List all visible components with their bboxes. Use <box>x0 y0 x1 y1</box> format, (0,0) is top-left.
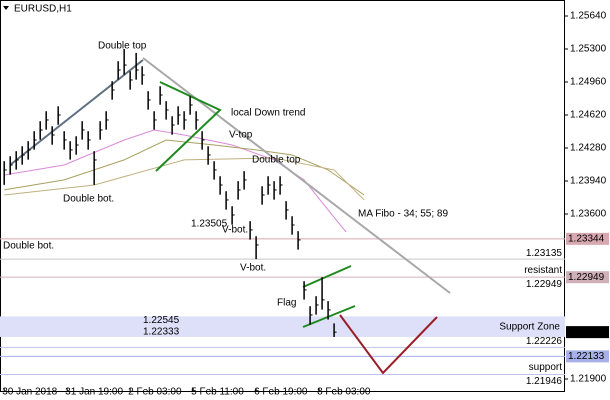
level-axis-label: 1.22133 <box>568 351 605 362</box>
annotation: 1.23505 <box>191 219 228 230</box>
current-price-box <box>566 326 609 339</box>
level-name: support <box>529 362 563 373</box>
level-label: 1.22949 <box>526 279 563 290</box>
x-tick-label: 31 Jan 19:00 <box>65 387 123 398</box>
annotation: local Down trend <box>231 108 305 119</box>
x-tick-label: 5 Feb 11:00 <box>191 387 244 398</box>
level-marker <box>566 271 609 284</box>
zone-edge-label: 1.22545 <box>143 315 180 326</box>
x-tick-label: 2 Feb 03:00 <box>128 387 182 398</box>
annotation: Double top <box>252 155 301 166</box>
level-axis-label: 1.23344 <box>568 233 605 244</box>
menu-triangle <box>3 6 9 10</box>
y-tick-label: 1.25640 <box>570 11 607 22</box>
moving-average <box>4 139 365 196</box>
axis-layer: 1.25640 1.25300 1.24960 1.24620 1.24280 1.239… <box>2 11 609 398</box>
y-tick-label: 1.23600 <box>570 209 607 220</box>
annotation: V-top <box>229 130 253 141</box>
level-label: 1.21946 <box>526 376 563 387</box>
up-trend-line <box>9 59 144 166</box>
chart-title: EURUSD,H1 <box>14 4 72 15</box>
flag-line <box>302 305 356 328</box>
flag-line <box>302 265 352 288</box>
annotation: Double top <box>98 41 147 52</box>
support-zone <box>0 316 565 337</box>
level-marker <box>566 350 609 363</box>
y-tick-label: 1.24280 <box>570 143 607 154</box>
current-price-label: 1.22383 <box>568 327 605 338</box>
annotation: V-bot. <box>222 225 248 236</box>
y-tick-label: 1.23940 <box>570 176 607 187</box>
annotation: MA Fibo - 34; 55; 89 <box>358 209 448 220</box>
y-tick-label: 1.24960 <box>570 77 607 88</box>
y-tick-label: 1.21900 <box>570 374 607 385</box>
projection <box>339 314 438 375</box>
level-axis-label: 1.22949 <box>568 272 605 283</box>
y-tick-label: 1.25300 <box>570 44 607 55</box>
annotation: Double bot. <box>3 241 54 252</box>
zone-label: Support Zone <box>499 321 560 332</box>
level-label: 1.22226 <box>526 336 563 347</box>
moving-average <box>4 157 365 201</box>
y-tick-label: 1.24620 <box>570 110 607 121</box>
data-layer: Double top local Down trend V-top Double to… <box>3 41 448 337</box>
level-marker <box>566 232 609 245</box>
x-tick-label: 8 Feb 03:00 <box>317 387 371 398</box>
level-name: resistant <box>524 265 562 276</box>
triangle-pattern <box>155 81 222 172</box>
annotation: V-bot. <box>240 263 266 274</box>
annotation: Double bot. <box>63 194 114 205</box>
level-label: 1.23135 <box>526 248 563 259</box>
x-tick-label: 6 Feb 19:00 <box>254 387 308 398</box>
x-tick-label: 30 Jan 2018 <box>2 387 57 398</box>
zone-edge-label: 1.22333 <box>143 327 180 338</box>
annotation: Flag <box>277 298 296 309</box>
